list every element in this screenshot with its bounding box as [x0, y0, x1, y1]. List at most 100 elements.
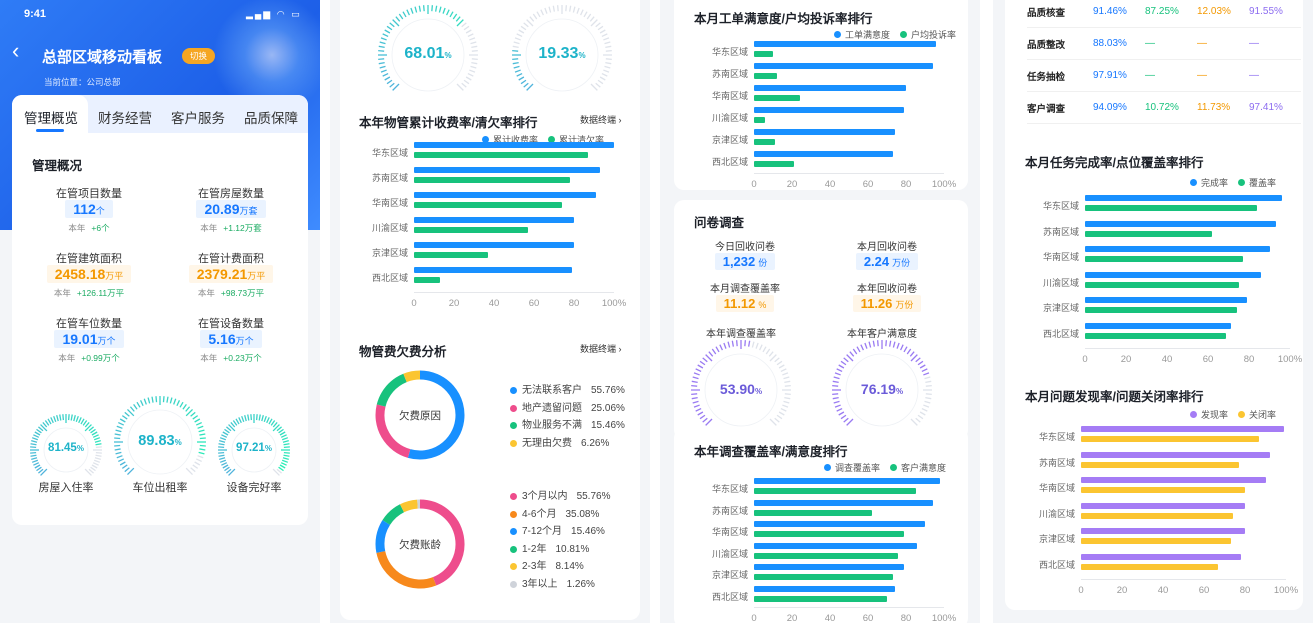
chart-title-survey: 本年调查覆盖率/满意度排行: [694, 445, 848, 459]
questionnaire-number: 11.26: [860, 296, 893, 311]
gauge-label: 设备完好率: [226, 482, 282, 494]
x-tick-label: 60: [862, 613, 874, 623]
gauge-1-tick: [118, 421, 125, 426]
bar: [1085, 322, 1231, 329]
top-gauge-0-tick: [384, 76, 391, 81]
category-label: 苏南区域: [711, 505, 748, 516]
bar: [414, 217, 574, 223]
category-label: 华南区域: [371, 198, 408, 208]
category-label: 苏南区域: [711, 69, 748, 79]
gauge-0-tick: [31, 440, 38, 443]
questionnaire-gauge-0-tick: [695, 368, 702, 372]
top-gauge-0-tick: [414, 6, 418, 13]
top-gauge-0-tick: [386, 25, 393, 31]
top-gauge-0-tick: [431, 5, 434, 12]
questionnaire-gauge-0-tick: [702, 357, 708, 363]
top-gauge-0-tick: [422, 5, 425, 12]
questionnaire-gauge-1-unit: %: [895, 387, 904, 396]
top-gauge-1-tick: [556, 5, 559, 12]
gauge-1-tick: [121, 415, 128, 420]
gauge-1-tick: [185, 409, 193, 417]
tab-finance[interactable]: 财务经营: [98, 111, 152, 126]
questionnaire-gauge-0-tick: [774, 357, 780, 363]
gauge-0-tick: [73, 415, 76, 422]
top-gauge-0-tick: [463, 25, 470, 31]
chart-axis-line: [1085, 348, 1290, 349]
switch-button[interactable]: 切换: [182, 48, 216, 64]
donut-legend-dot: [510, 528, 517, 536]
top-gauge-0-tick: [418, 5, 421, 12]
gauge-1-tick: [124, 467, 130, 473]
chart-axis-line: [754, 173, 944, 174]
legend-dot: [1238, 411, 1246, 418]
questionnaire-gauge-1-tick: [896, 342, 900, 349]
kpi-unit: 万平: [105, 271, 124, 281]
top-gauge-1-tick: [523, 22, 529, 28]
page-title: 总部区域移动看板: [42, 49, 163, 66]
questionnaire-gauge-1-inner-ring: [845, 353, 919, 427]
legend-item: 发现率: [1190, 408, 1228, 421]
x-tick-label: 0: [411, 298, 417, 309]
quality-cell: —: [1145, 38, 1155, 49]
top-gauge-0-tick: [379, 65, 386, 69]
category-label: 西北区域: [711, 157, 748, 167]
questionnaire-gauge-1-tick: [833, 400, 840, 404]
category-label: 京津区域: [711, 135, 748, 145]
donut-legend-label: 地产遗留问题: [522, 402, 582, 414]
kpi-sub-delta: +0.99万个: [81, 353, 120, 363]
questionnaire-gauge-1-tick: [921, 408, 928, 412]
gauge-2-tick: [222, 431, 229, 436]
legend-dot: [900, 31, 908, 38]
bar: [1081, 553, 1241, 560]
top-gauge-1-tick: [565, 5, 568, 12]
mobile-panel-finance: 68.01% 19.33% 本年物管累计收费率/清欠率排行 数据终端 › 累计收费…: [330, 0, 650, 623]
gauge-2-tick: [280, 434, 287, 438]
kpi-sub: 本年 +0.99万个: [24, 352, 154, 364]
questionnaire-gauge-1-number: 76.19: [860, 381, 896, 397]
gauge-1-tick: [136, 401, 141, 408]
top-gauge-1-tick: [513, 65, 520, 69]
top-gauge-0-tick: [392, 19, 400, 27]
gauge-2-tick: [281, 459, 289, 463]
bar: [754, 107, 905, 113]
top-gauge-0-tick: [380, 37, 387, 41]
gauge-1-tick: [143, 398, 147, 405]
category-label: 川渝区域: [371, 223, 408, 233]
questionnaire-gauge-0-tick: [783, 400, 790, 404]
top-gauge-1-tick: [512, 45, 519, 48]
category-label: 西北区域: [371, 273, 408, 283]
questionnaire-gauge-1-tick: [919, 411, 926, 416]
tab-quality[interactable]: 品质保障: [244, 111, 298, 126]
tab-service[interactable]: 客户服务: [171, 111, 225, 126]
questionnaire-gauge-1-tick: [925, 384, 932, 387]
gauge-1-tick: [147, 397, 151, 404]
gauge-2-tick: [219, 459, 227, 463]
kpi-sub: 本年 +126.11万平: [24, 287, 154, 299]
gauge-0-tick: [38, 426, 44, 432]
bar: [1081, 528, 1245, 534]
donut-legend-item: 2-3年 8.14%: [510, 558, 610, 576]
bar: [414, 152, 588, 158]
quality-cell: 97.41%: [1249, 102, 1283, 113]
quality-cell: —: [1197, 38, 1207, 49]
gauge-0-tick: [82, 420, 88, 426]
data-terminal-link-2[interactable]: 数据终端 ›: [580, 344, 622, 354]
gauge-0-tick: [31, 457, 38, 460]
data-terminal-link-1[interactable]: 数据终端 ›: [580, 115, 622, 125]
donut-legend-dot: [510, 545, 517, 553]
gauge-0-tick: [94, 440, 101, 443]
quality-cell: 91.55%: [1249, 6, 1283, 17]
gauge-2-tick: [263, 415, 267, 423]
donut-slice: [419, 499, 465, 586]
category-label: 华南区域: [1042, 252, 1079, 262]
gauge-2-tick: [228, 424, 236, 432]
category-label: 西北区域: [1042, 328, 1079, 339]
bar: [414, 242, 574, 248]
back-button[interactable]: ‹: [12, 38, 20, 63]
tab-overview[interactable]: 管理概览: [24, 111, 78, 126]
category-label: 华南区域: [711, 91, 748, 101]
gauge-1-tick: [119, 418, 126, 423]
questionnaire-gauge-1-tick: [924, 376, 931, 380]
top-gauge-1-tick: [604, 65, 611, 69]
donut-legend: 无法联系客户 55.76% 地产遗留问题 25.06% 物业服务不满 15.46% 无理由欠…: [510, 382, 625, 452]
